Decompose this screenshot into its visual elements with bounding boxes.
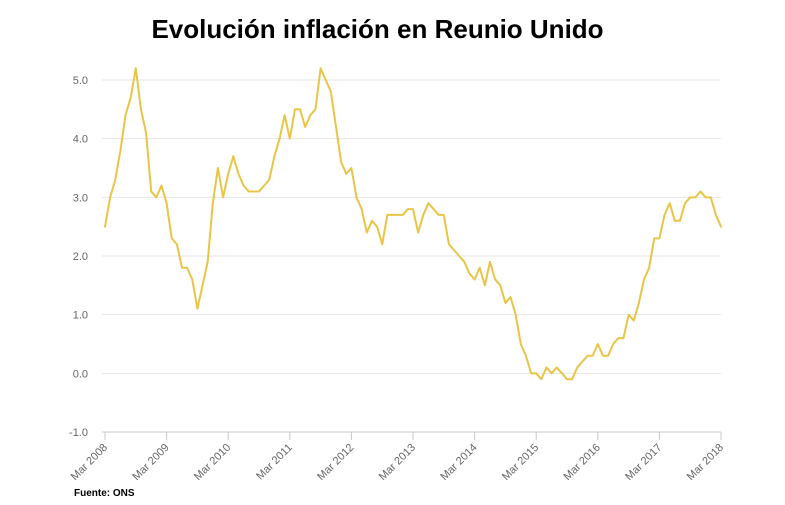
y-tick-label: 3.0 (73, 192, 88, 204)
x-axis-labels: Mar 2008 Mar 2009 Mar 2010 Mar 2011 Mar 2012… (69, 442, 726, 483)
series-line (104, 67, 722, 381)
x-tick-label: Mar 2017 (623, 442, 664, 483)
x-tick-label: Mar 2016 (562, 442, 603, 483)
gridlines (102, 79, 721, 433)
x-axis (104, 432, 722, 440)
x-tick-label: Mar 2015 (500, 442, 541, 483)
y-tick-label: 1.0 (73, 310, 88, 322)
x-tick-label: Mar 2011 (254, 442, 295, 483)
x-tick-label: Mar 2014 (438, 442, 479, 483)
x-tick-label: Mar 2009 (130, 442, 171, 483)
x-tick-label: Mar 2012 (315, 442, 356, 483)
y-tick-label: 0.0 (73, 368, 88, 380)
source-note: Fuente: ONS (74, 488, 135, 499)
x-tick-label: Mar 2018 (685, 442, 726, 483)
chart-title: Evolución inflación en Reunio Unido (151, 14, 604, 44)
y-tick-label: 5.0 (73, 75, 88, 87)
y-tick-label: 4.0 (73, 134, 88, 146)
series-layer (104, 67, 722, 381)
x-tick-label: Mar 2008 (69, 442, 110, 483)
y-tick-label: 2.0 (73, 251, 88, 263)
y-axis-labels: -1.0 0.0 1.0 2.0 3.0 4.0 5.0 (69, 75, 88, 439)
y-tick-label: -1.0 (69, 427, 88, 439)
x-tick-label: Mar 2013 (377, 442, 418, 483)
x-tick-label: Mar 2010 (192, 442, 233, 483)
